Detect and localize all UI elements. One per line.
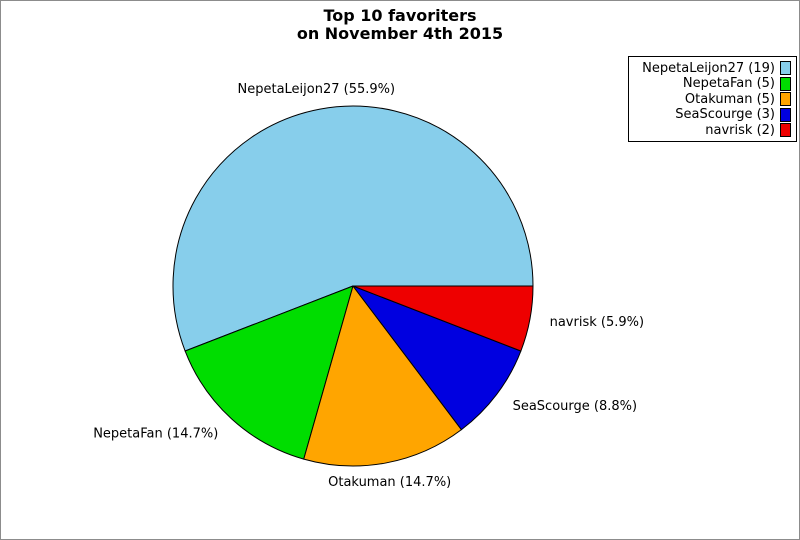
legend-item-label: Otakuman (5) <box>684 91 775 107</box>
pie-slice-nepetaleijon27 <box>172 105 534 352</box>
legend-item-label: SeaScourge (3) <box>675 107 775 122</box>
legend-color-swatch <box>780 76 791 91</box>
legend-color-swatch <box>780 92 791 106</box>
pie-slices <box>172 105 534 467</box>
chart-title-line1: Top 10 favoriters <box>323 6 477 25</box>
pie-label-seascourge: SeaScourge (8.8%) <box>513 399 637 414</box>
chart-title: Top 10 favoriters on November 4th 2015 <box>1 7 799 43</box>
pie-slice-otakuman <box>303 285 462 467</box>
legend-color-swatch <box>780 61 791 75</box>
legend-item-seascourge: SeaScourge (3) <box>633 107 791 122</box>
pie-label-nepetafan: NepetaFan (14.7%) <box>93 426 218 441</box>
legend-item-nepetaleijon27: NepetaLeijon27 (19) <box>633 61 791 76</box>
pie-slice-seascourge <box>352 285 522 431</box>
chart-title-line2: on November 4th 2015 <box>296 24 504 43</box>
pie-slice-nepetafan <box>184 285 354 460</box>
pie-labels: NepetaLeijon27 (55.9%) NepetaFan (14.7%) O… <box>93 82 644 490</box>
legend-item-navrisk: navrisk (2) <box>633 123 791 138</box>
legend-color-swatch <box>780 107 791 122</box>
pie-label-otakuman: Otakuman (14.7%) <box>328 475 451 490</box>
legend-item-otakuman: Otakuman (5) <box>633 92 791 107</box>
legend: NepetaLeijon27 (19) NepetaFan (5) Otakuman… <box>628 56 797 142</box>
pie-slice-navrisk <box>352 285 534 352</box>
legend-item-nepetafan: NepetaFan (5) <box>633 76 791 91</box>
pie-label-navrisk: navrisk (5.9%) <box>550 315 644 330</box>
legend-item-label: NepetaLeijon27 (19) <box>642 60 775 76</box>
legend-item-label: navrisk (2) <box>705 122 775 138</box>
legend-color-swatch <box>780 123 791 137</box>
legend-item-label: NepetaFan (5) <box>682 76 775 91</box>
pie-label-nepetaleijon27: NepetaLeijon27 (55.9%) <box>238 82 396 97</box>
